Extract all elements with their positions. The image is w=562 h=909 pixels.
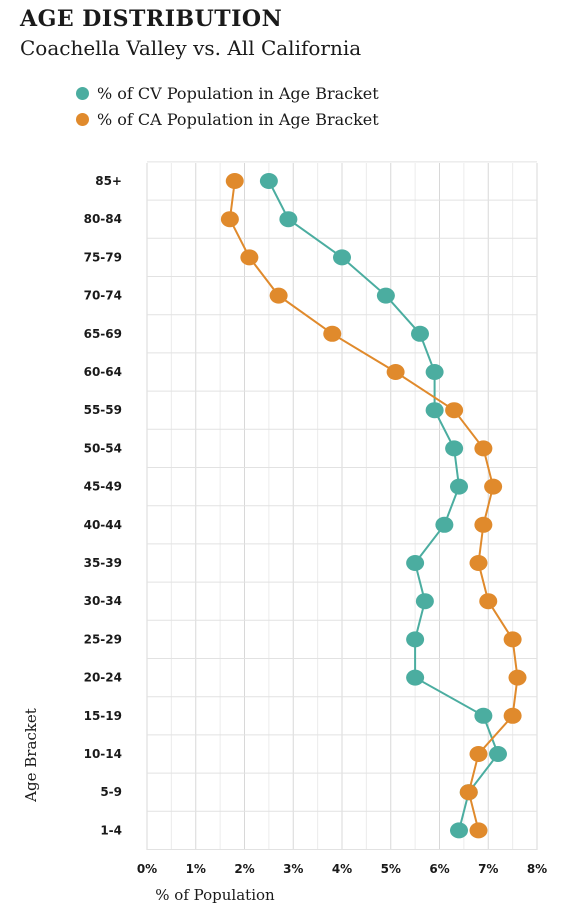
legend: % of CV Population in Age Bracket % of C… <box>76 80 379 132</box>
x-axis-label: % of Population <box>155 886 275 904</box>
data-point-cv <box>411 325 429 342</box>
data-point-ca <box>479 593 498 610</box>
data-point-cv <box>333 249 351 266</box>
data-point-ca <box>269 287 288 304</box>
data-point-ca <box>469 555 488 571</box>
data-point-cv <box>279 211 298 228</box>
data-point-ca <box>508 669 527 686</box>
y-tick-label: 85+ <box>95 174 122 188</box>
y-tick-label: 25-29 <box>84 632 122 646</box>
data-point-cv <box>376 287 395 304</box>
x-tick-label: 1% <box>186 862 206 876</box>
y-tick-label: 20-24 <box>84 671 122 685</box>
data-point-cv <box>474 707 493 724</box>
y-tick-label: 1-4 <box>100 823 122 837</box>
x-tick-label: 0% <box>137 862 157 876</box>
data-point-cv <box>425 402 444 419</box>
x-tick-label: 8% <box>527 862 547 876</box>
y-tick-label: 30-34 <box>84 594 122 608</box>
y-tick-label: 45-49 <box>84 480 122 494</box>
data-point-ca <box>386 364 405 380</box>
x-tick-label: 5% <box>381 862 401 876</box>
y-tick-label: 15-19 <box>84 709 122 723</box>
y-tick-label: 65-69 <box>84 327 122 341</box>
data-point-ca <box>459 784 478 801</box>
data-point-ca <box>503 631 522 648</box>
data-point-ca <box>469 822 488 839</box>
y-tick-label: 55-59 <box>84 403 122 417</box>
legend-item-ca: % of CA Population in Age Bracket <box>76 106 379 132</box>
legend-item-cv: % of CV Population in Age Bracket <box>76 80 379 106</box>
legend-label-cv: % of CV Population in Age Bracket <box>97 83 379 103</box>
data-point-ca <box>484 478 503 495</box>
chart-subtitle: Coachella Valley vs. All California <box>20 36 362 60</box>
data-point-cv <box>406 555 425 571</box>
chart-title: AGE DISTRIBUTION <box>20 6 283 32</box>
data-point-cv <box>450 822 468 839</box>
y-tick-label: 70-74 <box>84 289 122 303</box>
y-tick-label: 35-39 <box>84 556 122 570</box>
y-tick-label: 5-9 <box>100 785 122 799</box>
data-point-cv <box>406 669 425 686</box>
legend-marker-ca <box>76 112 89 126</box>
y-tick-label: 10-14 <box>84 747 122 761</box>
data-point-cv <box>450 478 468 495</box>
y-tick-label: 50-54 <box>84 441 122 455</box>
x-tick-label: 3% <box>283 862 303 876</box>
x-tick-label: 6% <box>429 862 449 876</box>
data-point-ca <box>474 516 493 533</box>
y-tick-label: 75-79 <box>84 250 122 264</box>
data-point-ca <box>323 325 342 342</box>
legend-marker-cv <box>76 86 89 100</box>
data-point-cv <box>489 746 507 762</box>
data-point-ca <box>220 211 239 228</box>
data-point-ca <box>503 707 522 724</box>
data-point-ca <box>225 173 244 189</box>
data-point-ca <box>469 746 488 762</box>
data-point-ca <box>474 440 493 457</box>
data-point-cv <box>415 593 434 610</box>
x-tick-label: 4% <box>332 862 352 876</box>
data-point-cv <box>445 440 464 457</box>
y-tick-label: 60-64 <box>84 365 122 379</box>
y-tick-label: 80-84 <box>84 212 122 226</box>
x-tick-label: 7% <box>478 862 498 876</box>
data-point-cv <box>406 631 425 648</box>
y-tick-label: 40-44 <box>84 518 122 532</box>
data-point-ca <box>240 249 259 266</box>
x-tick-label: 2% <box>234 862 254 876</box>
data-point-ca <box>445 402 464 419</box>
data-point-cv <box>435 516 454 533</box>
legend-label-ca: % of CA Population in Age Bracket <box>97 109 379 129</box>
data-point-cv <box>259 173 278 189</box>
data-point-cv <box>425 364 444 380</box>
y-axis-label: Age Bracket <box>22 708 40 803</box>
